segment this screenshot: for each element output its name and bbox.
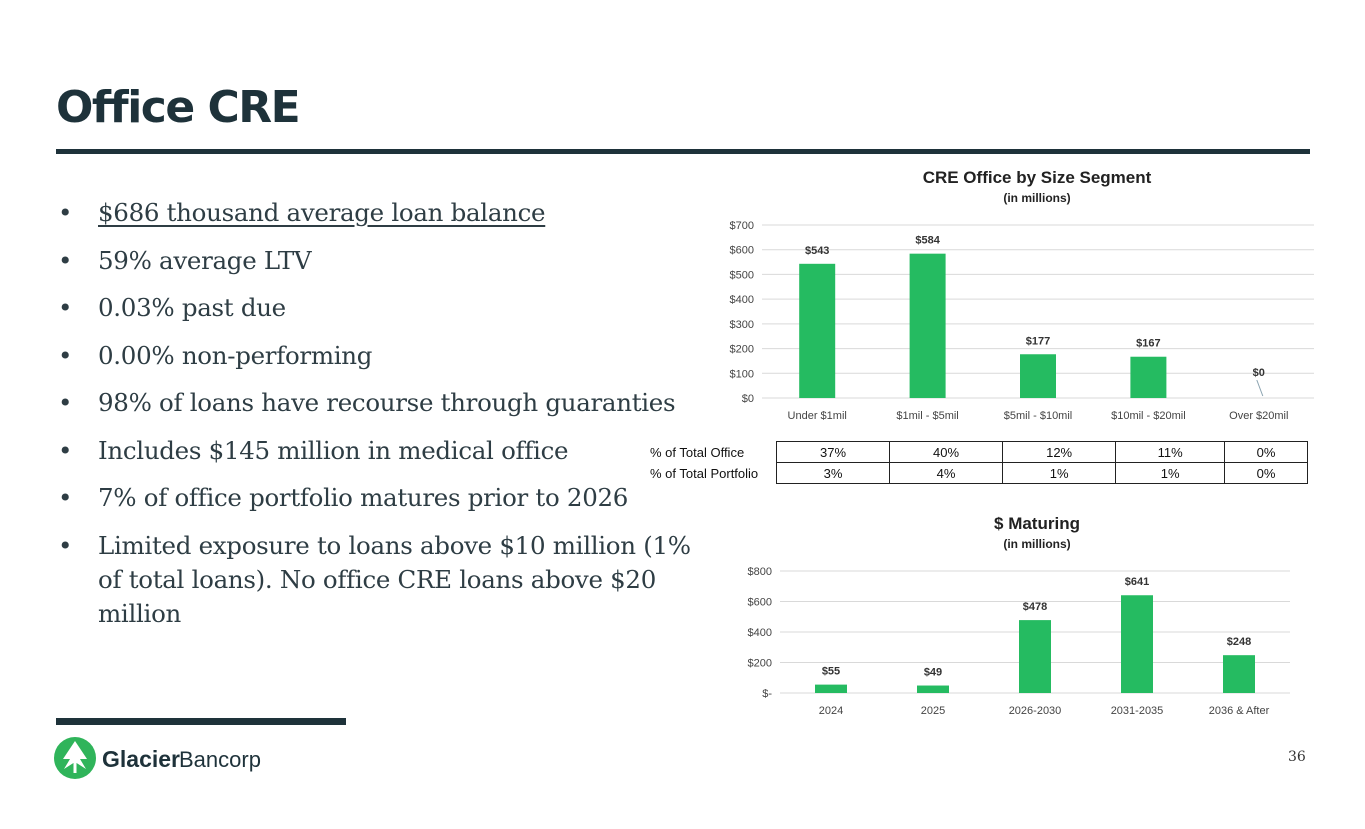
- data-label: $167: [1136, 338, 1160, 350]
- size-segment-bar-chart: $0 $100 $200 $300 $400 $500 $600 $700 $543 Under …: [730, 220, 1314, 422]
- data-label: $177: [1026, 335, 1050, 347]
- table-cell: 37%: [775, 441, 891, 463]
- bullet-text: 7% of office portfolio matures prior to …: [98, 483, 629, 512]
- glacier-mountain-icon: [54, 737, 96, 779]
- x-tick-label: 2026-2030: [1009, 705, 1062, 717]
- row-label: % of Total Portfolio: [650, 465, 759, 481]
- bullet-glyph: •: [58, 293, 73, 322]
- table-row: % of Total Portfolio 3% 4% 1% 1% 0%: [644, 462, 1308, 484]
- bullet-text: Limited exposure to loans above $10 mill…: [98, 530, 691, 628]
- y-tick-label: $400: [730, 294, 754, 306]
- y-tick-label: $0: [742, 393, 754, 405]
- x-tick-label: 2036 & After: [1209, 705, 1270, 717]
- data-label: $478: [1023, 601, 1047, 613]
- logo-suffix: Bancorp: [179, 747, 261, 772]
- x-tick-label: $10mil - $20mil: [1111, 410, 1186, 422]
- table-cell: 3%: [775, 462, 891, 484]
- bar: [815, 684, 847, 693]
- bar: [917, 685, 949, 693]
- chart-subtitle: (in millions): [1003, 191, 1071, 205]
- x-tick-label: 2024: [819, 705, 843, 717]
- maturing-bar-chart: $- $200 $400 $600 $800 $55 2024 $49 2025 $478 2026…: [748, 566, 1290, 717]
- data-label: $584: [915, 235, 940, 247]
- table-row: % of Total Office 37% 40% 12% 11% 0%: [644, 441, 1308, 463]
- page-title: Office CRE: [56, 82, 301, 133]
- y-tick-label: $800: [748, 566, 772, 578]
- data-label: $49: [924, 667, 942, 679]
- y-tick-label: $100: [730, 368, 754, 380]
- percent-table: % of Total Office 37% 40% 12% 11% 0% % o…: [644, 441, 1308, 484]
- table-cell: 0%: [1224, 462, 1308, 484]
- x-tick-label: $1mil - $5mil: [896, 410, 958, 422]
- y-tick-label: $700: [730, 220, 754, 232]
- chart-title: CRE Office by Size Segment (in millions): [820, 168, 1254, 205]
- footer-divider: [56, 718, 346, 725]
- bullet-item: • $686 thousand average loan balance: [58, 196, 718, 230]
- row-label: % of Total Office: [650, 444, 745, 460]
- bar: [1019, 620, 1051, 693]
- bullet-item: • 0.03% past due: [58, 291, 718, 325]
- chart-title-text: CRE Office by Size Segment: [922, 168, 1152, 187]
- y-tick-label: $600: [730, 245, 754, 257]
- data-label: $641: [1125, 576, 1149, 588]
- bullet-item: • 7% of office portfolio matures prior to…: [58, 481, 718, 515]
- chart-title: $ Maturing (in millions): [820, 514, 1254, 551]
- bar: [1121, 595, 1153, 693]
- y-tick-label: $500: [730, 269, 754, 281]
- data-label: $0: [1253, 367, 1265, 379]
- data-label-leader: [1256, 379, 1264, 397]
- bullet-glyph: •: [58, 483, 73, 512]
- bar: [1223, 655, 1255, 693]
- title-divider: [56, 149, 1310, 154]
- y-tick-label: $-: [762, 688, 772, 700]
- y-tick-label: $200: [748, 658, 772, 670]
- data-label: $55: [822, 666, 840, 678]
- bullet-item: • 98% of loans have recourse through guar…: [58, 386, 718, 420]
- y-tick-label: $200: [730, 344, 754, 356]
- bar: [799, 263, 836, 398]
- bullet-glyph: •: [58, 245, 73, 275]
- bullet-glyph: •: [58, 198, 73, 227]
- bullet-glyph: •: [58, 340, 73, 370]
- bullet-text: $686 thousand average loan balance: [98, 198, 546, 227]
- y-tick-label: $300: [730, 319, 754, 331]
- bullet-text: 0.03% past due: [98, 293, 286, 322]
- bullet-glyph: •: [58, 530, 73, 560]
- bullet-list: • $686 thousand average loan balance • 59%…: [58, 196, 718, 644]
- bar: [1130, 356, 1167, 398]
- bullet-glyph: •: [58, 388, 73, 417]
- bullet-text: 59% average LTV: [98, 245, 312, 275]
- logo-brand: Glacier: [102, 746, 180, 772]
- chart-subtitle: (in millions): [1003, 537, 1071, 551]
- x-tick-label: Under $1mil: [788, 410, 847, 422]
- bullet-item: • 0.00% non-performing: [58, 339, 718, 373]
- x-tick-label: 2031-2035: [1111, 705, 1164, 717]
- x-tick-label: $5mil - $10mil: [1004, 410, 1072, 422]
- table-cell: 11%: [1115, 441, 1226, 463]
- glacier-bancorp-logo: Glacier Bancorp: [54, 737, 261, 779]
- x-tick-label: 2025: [921, 705, 945, 717]
- x-tick-label: Over $20mil: [1229, 410, 1288, 422]
- table-cell: 1%: [1115, 462, 1226, 484]
- table-cell: 1%: [1002, 462, 1117, 484]
- bullet-text: 98% of loans have recourse through guara…: [98, 388, 676, 417]
- page-number: 36: [1288, 749, 1306, 765]
- bullet-item: • 59% average LTV: [58, 244, 718, 278]
- data-label: $543: [805, 245, 829, 257]
- bullet-text: Includes $145 million in medical office: [98, 435, 569, 465]
- table-cell: 0%: [1224, 441, 1308, 463]
- chart-title-text: $ Maturing: [994, 514, 1080, 533]
- bullet-glyph: •: [58, 435, 73, 465]
- table-cell: 4%: [889, 462, 1004, 484]
- bullet-item: • Limited exposure to loans above $10 mil…: [58, 529, 698, 631]
- table-cell: 40%: [889, 441, 1004, 463]
- bar: [909, 253, 946, 398]
- bar: [1020, 354, 1056, 398]
- bullet-text: 0.00% non-performing: [98, 340, 373, 370]
- data-label: $248: [1227, 636, 1251, 648]
- y-tick-label: $400: [748, 627, 772, 639]
- bullet-item: • Includes $145 million in medical office: [58, 434, 718, 468]
- table-cell: 12%: [1002, 441, 1117, 463]
- y-tick-label: $600: [748, 597, 772, 609]
